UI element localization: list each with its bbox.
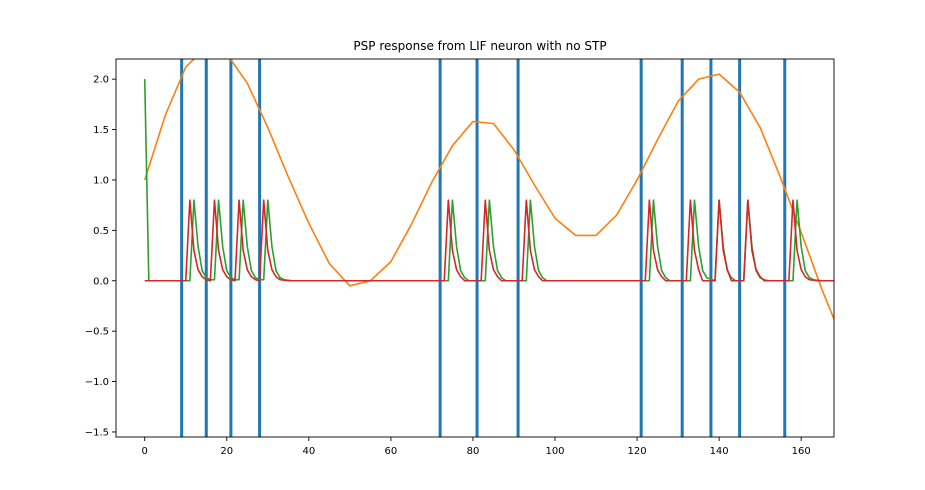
y-axis: −1.5 −1.0 −0.5 0.0 0.5 1.0 1.5 2.0 xyxy=(85,75,116,438)
y-tick-label: −1.0 xyxy=(85,377,109,388)
x-tick-label: 40 xyxy=(302,446,315,457)
x-tick-label: 0 xyxy=(142,446,148,457)
x-tick-label: 20 xyxy=(220,446,233,457)
x-axis: 0 20 40 60 80 100 120 140 160 xyxy=(142,437,811,457)
chart-title: PSP response from LIF neuron with no STP xyxy=(353,39,606,53)
spike-lines xyxy=(180,59,787,437)
x-tick-label: 120 xyxy=(628,446,647,457)
x-tick-label: 60 xyxy=(385,446,398,457)
x-tick-label: 140 xyxy=(710,446,729,457)
x-tick-label: 80 xyxy=(467,446,480,457)
series-lines xyxy=(143,59,834,320)
y-tick-label: 0.0 xyxy=(93,276,109,287)
x-tick-label: 100 xyxy=(545,446,564,457)
y-tick-label: 1.5 xyxy=(93,125,109,136)
y-tick-label: 0.5 xyxy=(93,226,109,237)
y-tick-label: 1.0 xyxy=(93,175,109,186)
plot-frame xyxy=(115,58,835,438)
x-tick-label: 160 xyxy=(792,446,811,457)
series-line-0 xyxy=(143,59,834,320)
y-tick-label: 2.0 xyxy=(93,75,109,86)
y-tick-label: −0.5 xyxy=(85,327,109,338)
y-tick-label: −1.5 xyxy=(85,427,109,438)
series-line-2 xyxy=(144,199,834,282)
